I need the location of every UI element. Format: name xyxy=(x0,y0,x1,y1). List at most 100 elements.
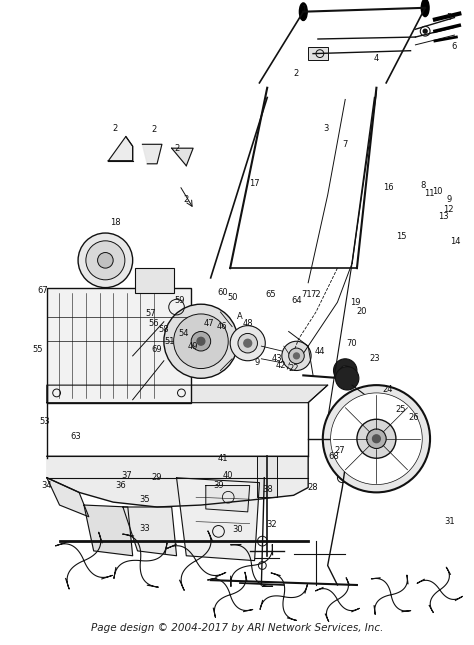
Circle shape xyxy=(289,348,304,364)
Text: 4: 4 xyxy=(374,54,379,63)
Text: 26: 26 xyxy=(408,413,419,422)
Text: 12: 12 xyxy=(443,205,454,214)
Text: 34: 34 xyxy=(42,481,52,490)
Text: 71: 71 xyxy=(301,290,311,299)
Text: 11: 11 xyxy=(424,188,434,197)
Text: 39: 39 xyxy=(213,481,224,490)
Text: 43: 43 xyxy=(272,354,283,363)
Text: 30: 30 xyxy=(233,525,243,534)
Text: 51: 51 xyxy=(164,337,175,346)
Polygon shape xyxy=(47,385,328,402)
Circle shape xyxy=(86,241,125,280)
Text: 31: 31 xyxy=(444,517,455,526)
Bar xyxy=(47,288,191,402)
Text: 18: 18 xyxy=(110,218,120,227)
Text: 47: 47 xyxy=(203,319,214,328)
Polygon shape xyxy=(257,456,277,497)
Polygon shape xyxy=(142,144,162,164)
Text: 46: 46 xyxy=(217,322,228,331)
Circle shape xyxy=(173,314,228,368)
Text: 56: 56 xyxy=(149,319,159,328)
Text: 63: 63 xyxy=(71,432,82,441)
Text: 50: 50 xyxy=(227,293,237,302)
Text: 44: 44 xyxy=(315,346,325,355)
Polygon shape xyxy=(172,148,193,166)
Text: 29: 29 xyxy=(152,473,162,482)
Circle shape xyxy=(98,253,113,268)
Text: 42: 42 xyxy=(275,361,286,370)
Text: 37: 37 xyxy=(121,471,132,481)
Text: 10: 10 xyxy=(432,186,442,195)
Text: 2: 2 xyxy=(152,125,157,134)
Text: 13: 13 xyxy=(438,212,449,221)
Text: 68: 68 xyxy=(328,451,339,461)
Text: 20: 20 xyxy=(356,308,367,317)
Circle shape xyxy=(230,326,265,361)
Text: 3: 3 xyxy=(323,124,328,134)
FancyBboxPatch shape xyxy=(308,47,328,61)
Circle shape xyxy=(357,419,396,458)
Text: 23: 23 xyxy=(369,354,380,363)
Text: A: A xyxy=(237,312,243,321)
Text: 58: 58 xyxy=(159,325,169,334)
Text: 41: 41 xyxy=(217,453,228,462)
Circle shape xyxy=(336,366,359,390)
Polygon shape xyxy=(47,478,89,517)
Ellipse shape xyxy=(421,0,429,17)
Text: 57: 57 xyxy=(145,310,155,319)
Circle shape xyxy=(293,353,300,359)
Text: 38: 38 xyxy=(262,485,273,494)
Text: 40: 40 xyxy=(223,471,234,481)
Text: 1: 1 xyxy=(301,5,306,14)
Polygon shape xyxy=(206,486,250,512)
Text: 24: 24 xyxy=(383,386,393,395)
Text: 9: 9 xyxy=(447,195,452,204)
Text: Page design © 2004-2017 by ARI Network Services, Inc.: Page design © 2004-2017 by ARI Network S… xyxy=(91,623,383,633)
Text: 28: 28 xyxy=(308,483,319,492)
Text: 6: 6 xyxy=(452,43,457,52)
Text: 2: 2 xyxy=(294,68,299,77)
Circle shape xyxy=(423,29,427,33)
Circle shape xyxy=(330,393,422,484)
Text: 2: 2 xyxy=(174,144,179,153)
Text: 15: 15 xyxy=(397,232,407,241)
Text: 27: 27 xyxy=(334,446,345,455)
Circle shape xyxy=(78,233,133,288)
Text: 19: 19 xyxy=(350,298,360,307)
Text: 54: 54 xyxy=(178,329,189,338)
Text: 65: 65 xyxy=(266,290,276,299)
Circle shape xyxy=(334,359,357,382)
Bar xyxy=(135,268,173,292)
Text: 5: 5 xyxy=(446,13,451,22)
Text: 48: 48 xyxy=(242,319,253,328)
Text: 9: 9 xyxy=(255,358,260,367)
Text: 60: 60 xyxy=(217,288,228,297)
Text: 32: 32 xyxy=(266,520,276,529)
Circle shape xyxy=(340,366,350,375)
Text: 35: 35 xyxy=(139,495,150,504)
Text: 2: 2 xyxy=(184,195,189,204)
Polygon shape xyxy=(176,478,259,561)
Text: 22: 22 xyxy=(288,364,299,373)
Text: 14: 14 xyxy=(450,237,461,246)
Circle shape xyxy=(282,341,311,370)
Polygon shape xyxy=(108,137,133,161)
Text: 2: 2 xyxy=(112,124,118,134)
Text: 67: 67 xyxy=(37,286,48,295)
Text: 25: 25 xyxy=(395,405,406,414)
Polygon shape xyxy=(84,505,133,556)
Circle shape xyxy=(238,333,257,353)
Circle shape xyxy=(323,385,430,492)
Circle shape xyxy=(373,435,380,442)
Circle shape xyxy=(191,332,210,351)
Text: 59: 59 xyxy=(174,296,185,305)
Text: 36: 36 xyxy=(116,481,127,490)
Ellipse shape xyxy=(300,3,307,21)
Text: 7: 7 xyxy=(343,140,348,149)
Text: 69: 69 xyxy=(152,344,163,353)
Text: 72: 72 xyxy=(310,290,321,299)
Text: 55: 55 xyxy=(32,344,42,353)
Text: 8: 8 xyxy=(420,181,426,190)
Polygon shape xyxy=(47,456,308,507)
Text: 70: 70 xyxy=(347,339,357,348)
